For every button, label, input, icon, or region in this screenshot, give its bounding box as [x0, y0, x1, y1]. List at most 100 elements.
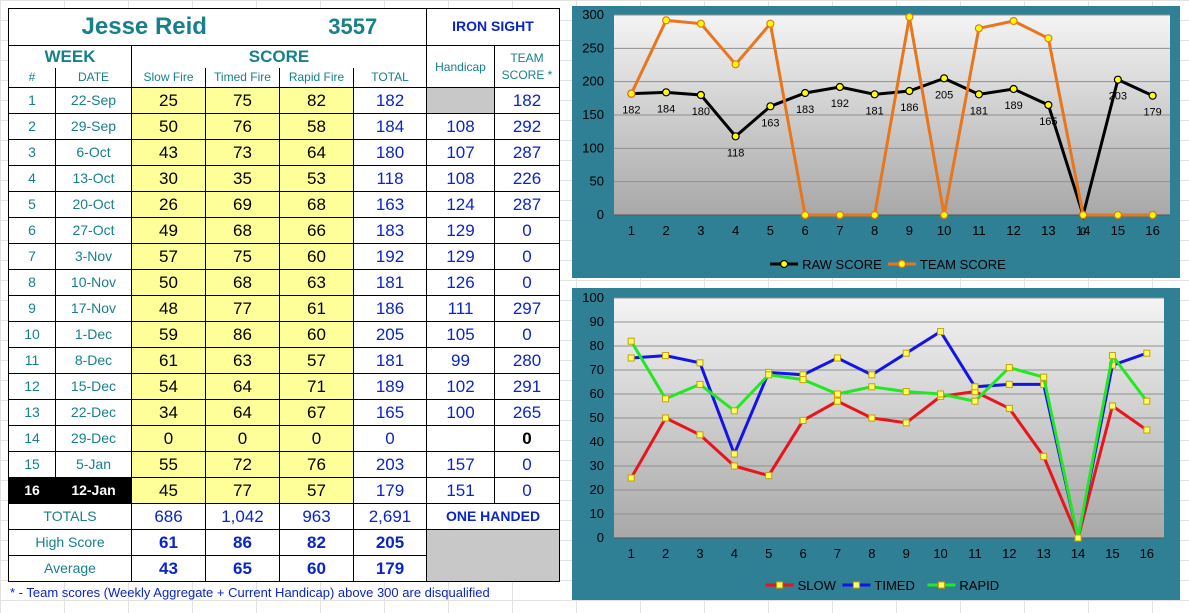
data-point[interactable] — [868, 414, 876, 422]
data-point[interactable] — [868, 383, 876, 391]
rapid-score-cell[interactable]: 61 — [279, 295, 354, 322]
slow-score-cell[interactable]: 43 — [131, 139, 206, 166]
data-point[interactable] — [696, 359, 704, 367]
team-score-cell[interactable]: 0 — [494, 243, 560, 270]
week-date-cell[interactable]: 17-Nov — [55, 295, 132, 322]
data-point[interactable] — [870, 210, 879, 220]
data-point[interactable] — [902, 388, 910, 396]
totals-slow[interactable]: 686 — [131, 503, 206, 530]
week-date-cell[interactable]: 27-Oct — [55, 217, 132, 244]
avg-slow[interactable]: 43 — [131, 555, 206, 582]
data-point[interactable] — [1108, 352, 1116, 360]
timed-score-cell[interactable]: 77 — [205, 295, 280, 322]
date-col-header[interactable]: DATE — [55, 67, 132, 88]
week-date-cell[interactable]: 20-Oct — [55, 191, 132, 218]
data-point[interactable] — [765, 371, 773, 379]
total-col-header[interactable]: TOTAL — [353, 67, 427, 88]
team-score-cell[interactable]: 287 — [494, 139, 560, 166]
data-point[interactable] — [1143, 349, 1151, 357]
data-point[interactable] — [974, 24, 983, 33]
data-point[interactable] — [627, 89, 636, 98]
week-number-cell[interactable]: 7 — [8, 243, 56, 270]
totals-rapid[interactable]: 963 — [279, 503, 354, 530]
data-point[interactable] — [696, 380, 704, 388]
data-point[interactable] — [765, 472, 773, 480]
avg-total[interactable]: 179 — [353, 555, 427, 582]
data-point[interactable] — [1148, 91, 1157, 100]
rapid-score-cell[interactable]: 71 — [279, 373, 354, 400]
team-score-cell[interactable]: 292 — [494, 113, 560, 140]
data-point[interactable] — [662, 414, 670, 422]
slow-score-cell[interactable]: 59 — [131, 321, 206, 348]
team-score-cell[interactable]: 297 — [494, 295, 560, 322]
slow-score-cell[interactable]: 25 — [131, 87, 206, 114]
rapid-score-cell[interactable]: 64 — [279, 139, 354, 166]
data-point[interactable] — [799, 376, 807, 384]
timed-score-cell[interactable]: 0 — [205, 425, 280, 452]
slow-score-cell[interactable]: 55 — [131, 451, 206, 478]
data-point[interactable] — [940, 74, 949, 83]
slow-score-cell[interactable]: 48 — [131, 295, 206, 322]
week-date-cell[interactable]: 5-Jan — [55, 451, 132, 478]
data-point[interactable] — [799, 416, 807, 424]
rapid-col-header[interactable]: Rapid Fire — [279, 67, 354, 88]
data-point[interactable] — [1143, 426, 1151, 434]
rapid-score-cell[interactable]: 82 — [279, 87, 354, 114]
week-number-cell[interactable]: 6 — [8, 217, 56, 244]
avg-timed[interactable]: 65 — [205, 555, 280, 582]
slow-score-cell[interactable]: 0 — [131, 425, 206, 452]
week-number-cell[interactable]: 15 — [8, 451, 56, 478]
timed-score-cell[interactable]: 75 — [205, 87, 280, 114]
week-number-cell[interactable]: 3 — [8, 139, 56, 166]
week-number-cell[interactable]: 12 — [8, 373, 56, 400]
data-point[interactable] — [868, 371, 876, 379]
rapid-score-cell[interactable]: 67 — [279, 399, 354, 426]
data-point[interactable] — [1005, 380, 1013, 388]
week-date-cell[interactable]: 6-Oct — [55, 139, 132, 166]
handicap-value-cell[interactable]: 100 — [426, 399, 495, 426]
data-point[interactable] — [801, 210, 810, 220]
week-number-cell[interactable]: 10 — [8, 321, 56, 348]
team-score-cell[interactable]: 0 — [494, 217, 560, 244]
rapid-score-cell[interactable]: 63 — [279, 269, 354, 296]
data-point[interactable] — [971, 383, 979, 391]
data-point[interactable] — [1040, 452, 1048, 460]
total-score-cell[interactable]: 180 — [353, 139, 427, 166]
data-point[interactable] — [730, 450, 738, 458]
data-point[interactable] — [1044, 100, 1053, 110]
timed-score-cell[interactable]: 68 — [205, 269, 280, 296]
rapid-score-cell[interactable]: 60 — [279, 243, 354, 270]
data-point[interactable] — [1143, 397, 1151, 405]
fire-chart[interactable]: 0 10 20 30 40 50 60 70 80 90 100 1 2 3 4 5 6 7 8 9 10 11 12 13 1… — [572, 288, 1180, 600]
data-point[interactable] — [766, 102, 775, 111]
week-number-cell[interactable]: 13 — [8, 399, 56, 426]
team-name-cell[interactable]: IRON SIGHT — [426, 8, 560, 46]
empty-gray-cell[interactable] — [426, 529, 560, 582]
data-point[interactable] — [902, 349, 910, 357]
timed-score-cell[interactable]: 72 — [205, 451, 280, 478]
rapid-score-cell[interactable]: 58 — [279, 113, 354, 140]
handicap-value-cell[interactable]: 105 — [426, 321, 495, 348]
timed-col-header[interactable]: Timed Fire — [205, 67, 280, 88]
week-date-cell[interactable]: 15-Dec — [55, 373, 132, 400]
handicap-value-cell[interactable]: 107 — [426, 139, 495, 166]
score-chart[interactable]: 0 50 100 150 200 250 300 1 2 3 4 5 6 7 8 9 10 11 12 13 14 15 1… — [572, 6, 1180, 278]
week-number-cell[interactable]: 11 — [8, 347, 56, 374]
team-score-cell[interactable]: 0 — [494, 451, 560, 478]
data-point[interactable] — [974, 90, 983, 99]
one-handed-cell[interactable]: ONE HANDED — [426, 503, 560, 530]
num-col-header[interactable]: # — [8, 67, 56, 88]
data-point[interactable] — [1040, 373, 1048, 381]
data-point[interactable] — [905, 86, 914, 96]
data-point[interactable] — [1113, 75, 1122, 84]
rapid-score-cell[interactable]: 66 — [279, 217, 354, 244]
week-number-cell[interactable]: 14 — [8, 425, 56, 452]
rapid-score-cell[interactable]: 76 — [279, 451, 354, 478]
data-point[interactable] — [940, 210, 949, 220]
data-point[interactable] — [1005, 404, 1013, 412]
timed-score-cell[interactable]: 73 — [205, 139, 280, 166]
data-point[interactable] — [835, 210, 844, 220]
total-score-cell[interactable]: 181 — [353, 269, 427, 296]
totals-timed[interactable]: 1,042 — [205, 503, 280, 530]
data-point[interactable] — [627, 474, 635, 482]
